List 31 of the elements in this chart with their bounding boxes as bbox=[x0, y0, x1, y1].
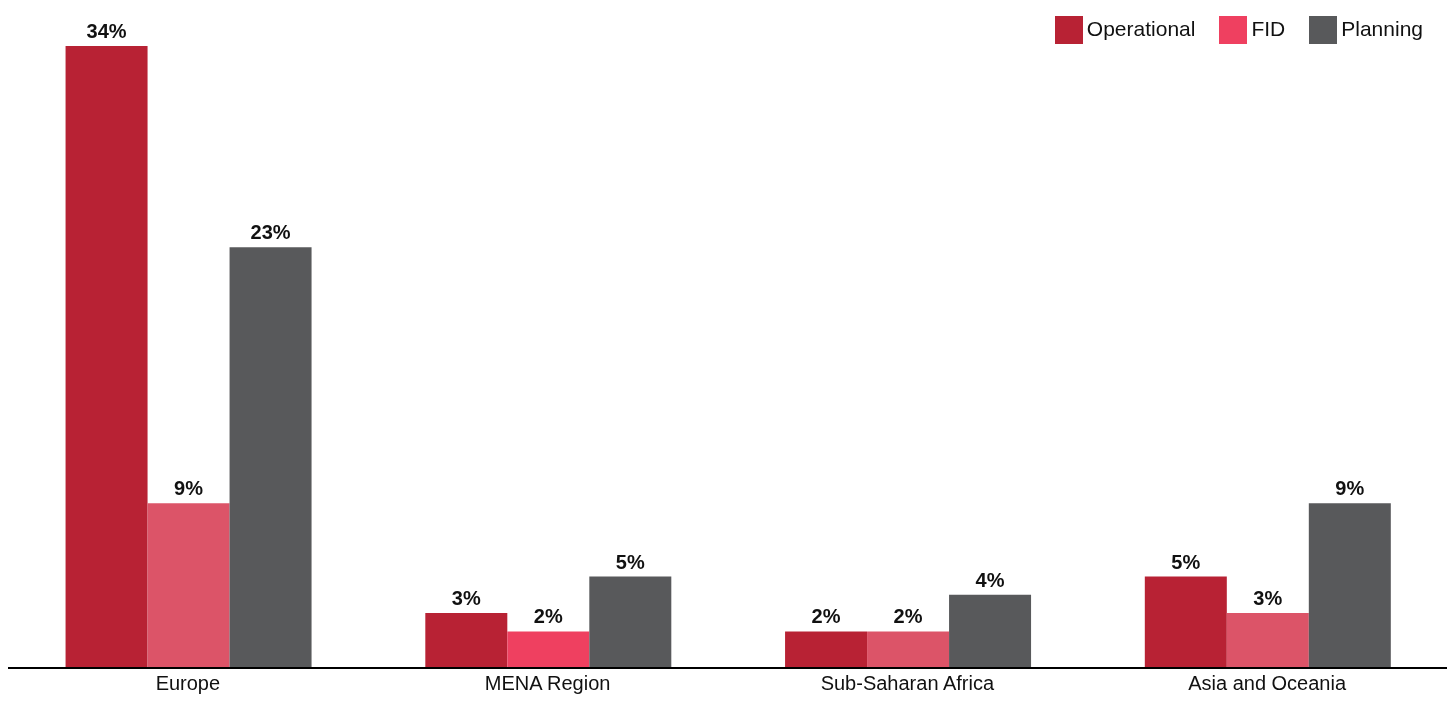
data-label: 9% bbox=[174, 477, 204, 500]
data-label: 3% bbox=[451, 587, 481, 610]
bar bbox=[229, 247, 312, 668]
bar bbox=[589, 576, 672, 668]
data-label: 5% bbox=[1171, 550, 1201, 573]
data-label: 2% bbox=[811, 605, 841, 628]
x-tick-label: Sub-Saharan Africa bbox=[820, 672, 995, 695]
legend-label: Operational bbox=[1086, 16, 1196, 40]
bar bbox=[1308, 503, 1391, 668]
bar bbox=[1144, 576, 1227, 668]
legend-label: FID bbox=[1251, 16, 1286, 40]
data-label: 3% bbox=[1253, 587, 1283, 610]
data-label: 9% bbox=[1335, 477, 1365, 500]
data-label: 23% bbox=[250, 221, 291, 244]
x-tick-label: Europe bbox=[155, 672, 221, 695]
data-label: 2% bbox=[533, 605, 563, 628]
bar bbox=[785, 631, 868, 668]
x-tick-label: Asia and Oceania bbox=[1188, 672, 1347, 695]
bar bbox=[1226, 613, 1309, 668]
data-label: 2% bbox=[893, 605, 923, 628]
data-label: 4% bbox=[975, 568, 1005, 591]
bar bbox=[507, 631, 590, 668]
bar bbox=[147, 503, 230, 668]
bar bbox=[867, 631, 950, 668]
bar bbox=[425, 613, 508, 668]
data-label: 34% bbox=[86, 20, 127, 42]
legend-label: Planning bbox=[1341, 16, 1423, 40]
bar bbox=[65, 46, 148, 668]
data-label: 5% bbox=[615, 550, 645, 573]
bar bbox=[949, 594, 1032, 668]
x-tick-label: MENA Region bbox=[484, 672, 611, 695]
